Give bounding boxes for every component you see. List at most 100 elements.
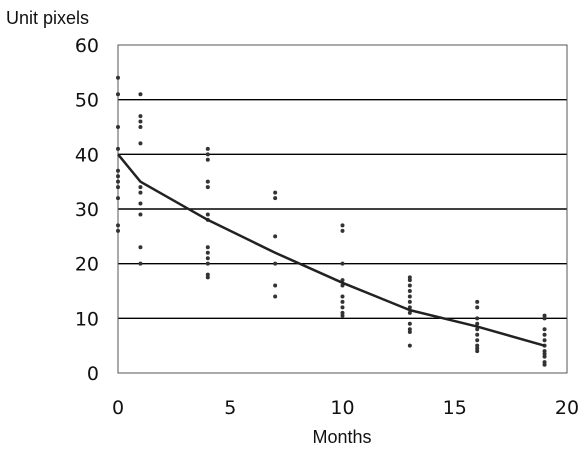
data-point [205, 250, 210, 255]
data-point [542, 351, 547, 356]
data-point [475, 321, 480, 326]
x-tick-labels: 0 5 10 15 20 [112, 397, 579, 419]
data-point [542, 362, 547, 367]
data-point [138, 185, 143, 190]
data-point [116, 146, 120, 151]
scatter-points [116, 75, 547, 367]
data-point [340, 310, 345, 315]
data-point [273, 190, 278, 195]
y-tick-label: 50 [75, 90, 99, 112]
data-point [116, 223, 120, 228]
y-tick-label: 40 [75, 144, 99, 166]
data-point [475, 338, 480, 343]
data-point [340, 261, 345, 266]
data-point [116, 75, 120, 80]
data-point [205, 275, 210, 280]
data-point [138, 245, 143, 250]
data-point [116, 168, 120, 173]
data-point [407, 278, 412, 283]
data-point [407, 299, 412, 304]
data-point [273, 196, 278, 201]
data-point [116, 174, 120, 179]
data-point [273, 283, 278, 288]
data-point [273, 234, 278, 239]
data-point [116, 92, 120, 97]
data-point [475, 305, 480, 310]
data-point [407, 275, 412, 280]
data-point [205, 256, 210, 261]
data-point [407, 310, 412, 315]
data-point [205, 272, 210, 277]
y-tick-label: 60 [75, 35, 99, 57]
y-tick-label: 30 [75, 199, 99, 221]
data-point [138, 125, 143, 129]
data-point [407, 327, 412, 332]
x-tick-label: 10 [330, 397, 354, 419]
data-point [205, 152, 210, 157]
data-point [205, 179, 210, 184]
data-point [205, 185, 210, 190]
data-point [340, 223, 345, 228]
data-point [542, 349, 547, 354]
data-point [138, 119, 143, 124]
data-point [138, 114, 143, 119]
data-point [407, 343, 412, 348]
data-point [205, 146, 210, 151]
x-tick-label: 15 [443, 397, 467, 419]
data-point [273, 261, 278, 266]
y-tick-label: 0 [87, 363, 99, 385]
data-point [340, 228, 345, 233]
data-point [407, 330, 412, 334]
data-point [138, 141, 143, 146]
x-tick-label: 5 [224, 397, 236, 419]
y-axis-label: Unit pixels [6, 8, 89, 28]
y-tick-label: 10 [75, 308, 99, 330]
data-point [407, 283, 412, 288]
data-point [138, 212, 143, 217]
grid-lines [118, 98, 567, 320]
data-point [116, 196, 120, 201]
data-point [475, 299, 480, 304]
data-point [407, 321, 412, 326]
data-point [340, 299, 345, 304]
data-point [475, 346, 480, 351]
data-point [116, 228, 120, 233]
data-point [116, 179, 120, 184]
data-point [340, 294, 345, 299]
data-point [138, 92, 143, 97]
data-point [116, 125, 120, 129]
x-axis-label: Months [312, 427, 371, 447]
data-point [205, 212, 210, 217]
trend-line [117, 153, 545, 347]
plot-frame [117, 44, 568, 374]
data-point [407, 294, 412, 299]
data-point [340, 313, 345, 318]
data-point [475, 316, 480, 321]
x-tick-label: 20 [555, 397, 579, 419]
data-point [205, 157, 210, 162]
data-point [475, 327, 480, 332]
data-point [138, 201, 143, 206]
y-tick-labels: 0 10 20 30 40 50 60 [75, 35, 99, 385]
data-point [542, 332, 547, 337]
data-point [475, 349, 480, 354]
data-point [138, 261, 143, 266]
data-point [542, 354, 547, 359]
data-point [542, 338, 547, 343]
data-point [340, 305, 345, 310]
data-point [273, 294, 278, 299]
data-point [542, 327, 547, 332]
data-point [205, 261, 210, 266]
data-point [542, 316, 547, 321]
y-tick-label: 20 [75, 254, 99, 276]
data-point [542, 360, 547, 365]
data-point [542, 313, 547, 318]
data-point [475, 343, 480, 348]
data-point [205, 245, 210, 250]
x-tick-label: 0 [112, 397, 124, 419]
data-point [138, 190, 143, 195]
data-point [116, 185, 120, 190]
data-point [407, 289, 412, 293]
data-point [475, 332, 480, 337]
